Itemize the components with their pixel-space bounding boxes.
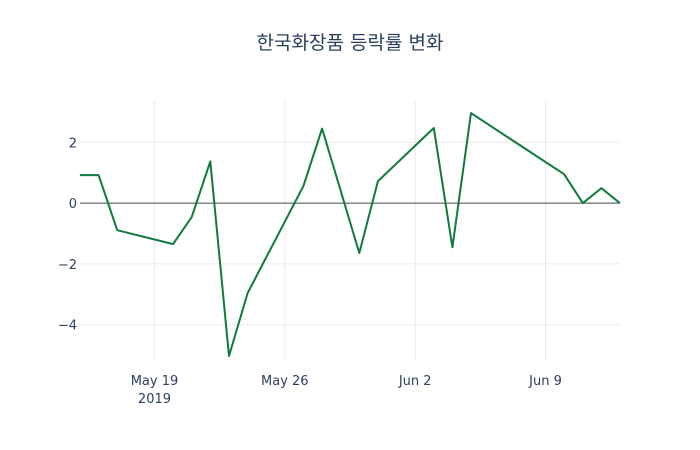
y-axis-ticks: 2 0 −2 −4 [58,136,77,333]
y-tick-label: −4 [58,319,77,334]
x-tick-label: Jun 2 [398,374,432,389]
x-tick-label: May 19 [131,374,179,389]
y-tick-label: 2 [69,136,77,151]
y-tick-label: −2 [58,258,77,273]
gridlines [80,100,620,360]
x-tick-label: Jun 9 [528,374,562,389]
x-tick-year: 2019 [138,392,171,407]
data-series [80,112,621,357]
y-tick-label: 0 [69,197,77,212]
chart-title: 한국화장품 등락률 변화 [257,32,444,54]
x-axis-ticks: May 19 2019 May 26 Jun 2 Jun 9 [131,374,562,407]
series-line [80,112,621,357]
x-tick-label: May 26 [261,374,309,389]
